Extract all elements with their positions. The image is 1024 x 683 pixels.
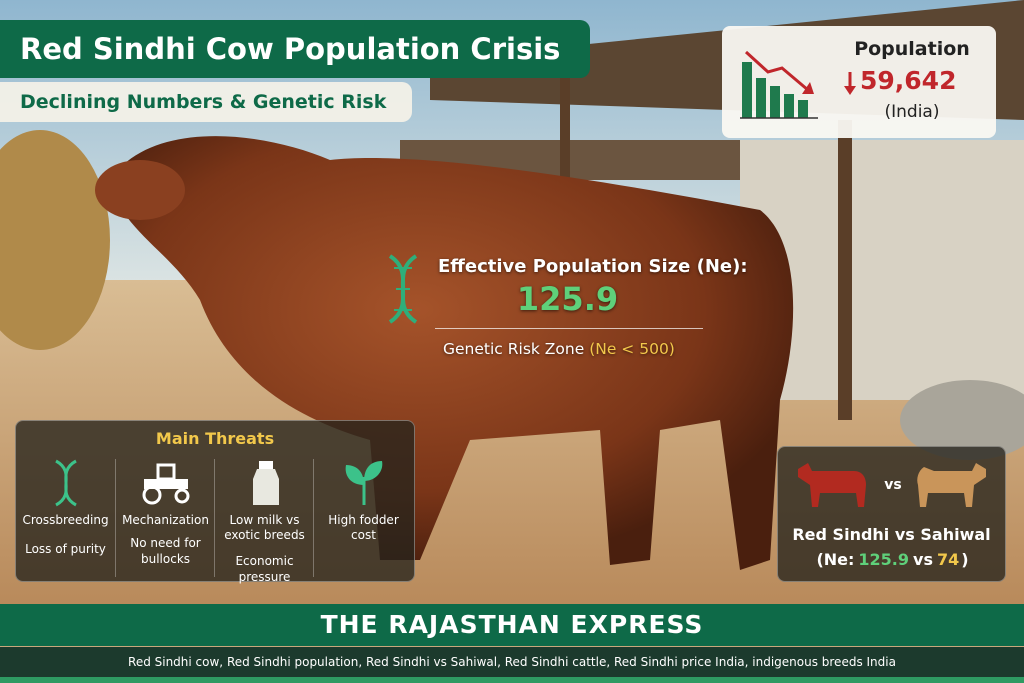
bottom-line bbox=[0, 677, 1024, 683]
threat-label: Low milk vs exotic breeds bbox=[224, 513, 305, 542]
risk-label: Genetic Risk Zone bbox=[443, 340, 585, 358]
subtitle: Declining Numbers & Genetic Risk bbox=[0, 82, 412, 122]
threats-title: Main Threats bbox=[155, 429, 275, 448]
sahiwal-ne: 74 bbox=[936, 550, 960, 569]
plant-icon bbox=[345, 461, 383, 505]
dna-icon bbox=[55, 459, 77, 507]
threat-detail: No need for bullocks bbox=[130, 536, 201, 566]
ne-value: 125.9 bbox=[516, 280, 619, 318]
brand: THE RAJASTHAN EXPRESS bbox=[0, 604, 1024, 646]
threat-label: Crossbreeding bbox=[22, 513, 109, 527]
threats-panel: Main Threats Crossbreeding Loss of purit… bbox=[15, 420, 415, 584]
red-sindhi-icon bbox=[798, 463, 866, 507]
title: Red Sindhi Cow Population Crisis bbox=[0, 20, 590, 78]
threat-item: Crossbreeding Loss of purity bbox=[16, 459, 115, 577]
tractor-icon bbox=[142, 463, 190, 505]
down-arrow bbox=[844, 72, 856, 95]
dna-icon bbox=[388, 254, 418, 324]
comparison-ne: (Ne: 125.9 vs 74) bbox=[778, 550, 1005, 569]
risk-condition: (Ne < 500) bbox=[589, 340, 675, 358]
decline-chart-icon bbox=[740, 50, 818, 119]
ne-open: (Ne: bbox=[816, 550, 855, 569]
comparison-panel: vs Red Sindhi vs Sahiwal (Ne: 125.9 vs 74) bbox=[777, 446, 1006, 582]
population-region: (India) bbox=[884, 102, 940, 122]
ne-close: ) bbox=[961, 550, 969, 569]
red-sindhi-ne: 125.9 bbox=[858, 550, 910, 569]
threat-item: High fodder cost bbox=[313, 459, 413, 577]
sahiwal-icon bbox=[917, 463, 986, 507]
comparison-title: Red Sindhi vs Sahiwal bbox=[792, 525, 991, 544]
milk-can-icon bbox=[253, 461, 279, 505]
vs-label: vs bbox=[884, 477, 902, 493]
threat-detail: Economic pressure bbox=[235, 554, 294, 584]
divider bbox=[435, 328, 703, 329]
population-value: 59,642 bbox=[860, 66, 957, 95]
population-label: Population bbox=[854, 38, 970, 60]
threat-label: Mechanization bbox=[122, 513, 209, 527]
risk-line: Genetic Risk Zone (Ne < 500) bbox=[443, 340, 675, 358]
threat-detail: Loss of purity bbox=[25, 542, 106, 556]
population-card: Population 59,642 (India) bbox=[722, 26, 996, 138]
ne-label: Effective Population Size (Ne): bbox=[438, 256, 748, 277]
threat-label: High fodder cost bbox=[328, 513, 399, 542]
threat-item: Low milk vs exotic breeds Economic press… bbox=[214, 459, 314, 584]
threat-item: Mechanization No need for bullocks bbox=[115, 459, 215, 577]
tags: Red Sindhi cow, Red Sindhi population, R… bbox=[0, 647, 1024, 677]
joiner: vs bbox=[913, 550, 933, 569]
